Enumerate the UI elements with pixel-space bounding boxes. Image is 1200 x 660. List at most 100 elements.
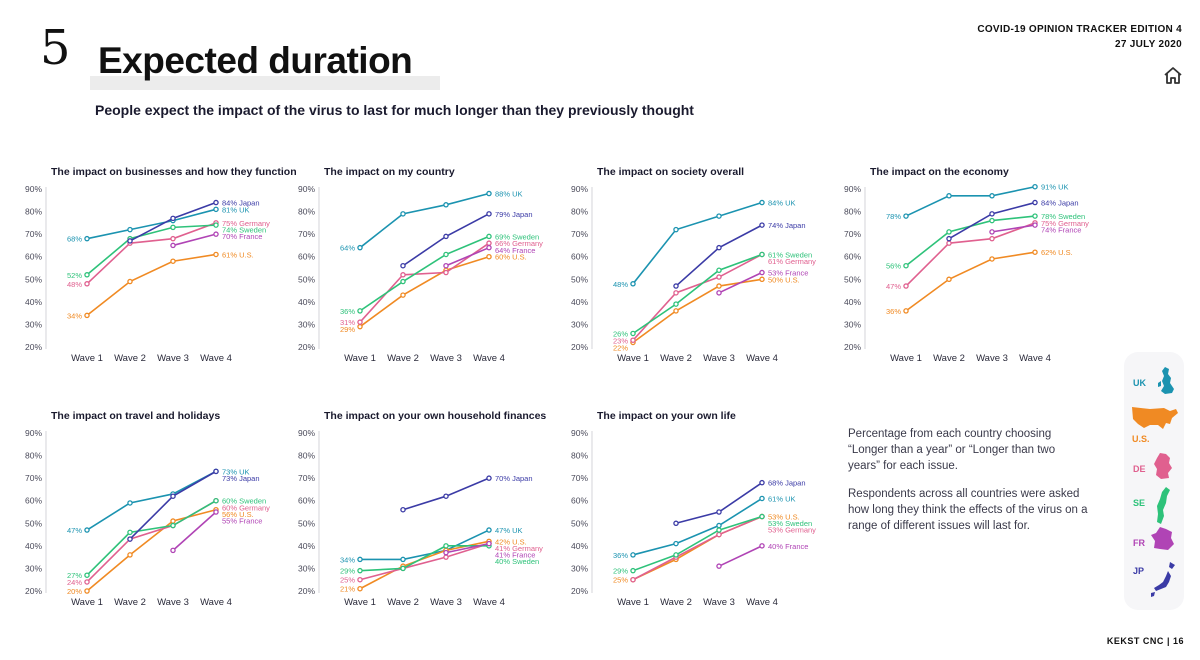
x-tick-label: Wave 4 — [200, 597, 232, 606]
page-footer: KEKST CNC | 16 — [1107, 636, 1184, 646]
series-line-uk — [632, 497, 763, 556]
data-point-us — [759, 276, 765, 283]
last-value-label: 84% UK — [768, 199, 796, 208]
series-line-france — [445, 542, 490, 554]
data-point-germany — [673, 290, 679, 296]
x-tick-label: Wave 2 — [933, 353, 965, 362]
edition-date: 27 JULY 2020 — [1115, 39, 1182, 50]
data-point-sweden — [127, 529, 133, 536]
home-icon[interactable] — [1162, 64, 1184, 86]
data-point-france — [716, 290, 722, 296]
last-value-label: 50% U.S. — [768, 275, 800, 284]
data-point-us — [357, 585, 363, 592]
data-point-sweden — [443, 251, 449, 258]
data-point-japan — [716, 244, 722, 251]
y-tick-label: 90% — [298, 184, 315, 194]
series-line-germany — [86, 500, 217, 583]
data-point-sweden — [630, 567, 636, 574]
data-point-uk — [84, 527, 90, 533]
data-point-sweden — [357, 567, 363, 574]
y-tick-label: 30% — [25, 319, 42, 329]
data-point-france — [989, 229, 995, 235]
y-tick-label: 70% — [571, 229, 588, 239]
y-tick-label: 20% — [571, 586, 588, 596]
data-point-uk — [213, 206, 219, 213]
y-tick-label: 80% — [25, 451, 42, 461]
data-point-sweden — [400, 278, 406, 285]
data-point-france — [486, 540, 492, 547]
last-value-label: 53% Sweden — [768, 519, 812, 528]
data-point-germany — [357, 319, 363, 325]
legend-fr-label: FR — [1133, 538, 1145, 548]
data-point-sweden — [673, 301, 679, 307]
y-tick-label: 70% — [844, 229, 861, 239]
y-tick-label: 70% — [298, 473, 315, 483]
series-line-germany — [359, 542, 490, 581]
data-point-japan — [673, 283, 679, 289]
series-line-germany — [632, 253, 763, 341]
y-tick-label: 80% — [25, 207, 42, 217]
series-line-france — [172, 511, 217, 551]
x-tick-label: Wave 2 — [387, 597, 419, 606]
data-point-sweden — [716, 527, 722, 533]
country-legend: UK U.S. DE SE FR JP — [1124, 352, 1184, 610]
data-point-japan — [989, 211, 995, 217]
data-point-germany — [989, 235, 995, 242]
france-map-icon — [1151, 527, 1174, 550]
y-tick-label: 50% — [298, 518, 315, 528]
data-point-us — [903, 308, 909, 314]
chart-svg: The impact on your own household finance… — [298, 410, 546, 606]
x-tick-label: Wave 4 — [746, 353, 778, 362]
chart-finances: The impact on your own household finance… — [297, 406, 569, 606]
series-line-uk — [86, 208, 217, 240]
first-value-label: 29% — [613, 567, 628, 576]
x-tick-label: Wave 3 — [976, 353, 1008, 362]
last-value-label: 55% France — [222, 517, 262, 526]
series-line-japan — [129, 470, 217, 540]
series-line-france — [172, 233, 217, 247]
first-value-label: 27% — [67, 571, 82, 580]
first-value-label: 78% — [886, 212, 901, 221]
first-value-label: 34% — [340, 555, 355, 564]
last-value-label: 73% UK — [222, 467, 250, 476]
chart-svg: The impact on your own life 90% 80% 70% 60% 5… — [571, 410, 816, 606]
data-point-uk — [989, 193, 995, 199]
data-point-germany — [716, 274, 722, 280]
first-value-label: 21% — [340, 585, 355, 594]
footer-brand: KEKST CNC — [1106, 636, 1164, 646]
first-value-label: 29% — [340, 325, 355, 334]
data-point-uk — [673, 226, 679, 233]
chart-title: The impact on the economy — [870, 166, 1009, 178]
data-point-japan — [170, 215, 176, 222]
y-tick-label: 20% — [571, 342, 588, 352]
series-line-germany — [359, 242, 490, 323]
y-tick-label: 90% — [844, 184, 861, 194]
chart-country: The impact on my country 90% 80% 70% 60% 50% 4… — [297, 162, 569, 362]
y-tick-label: 50% — [25, 274, 42, 284]
data-point-uk — [127, 226, 133, 233]
y-tick-label: 70% — [25, 473, 42, 483]
data-point-us — [84, 588, 90, 594]
data-point-japan — [127, 238, 133, 244]
chart-title: The impact on businesses and how they fu… — [51, 166, 296, 178]
x-tick-label: Wave 1 — [890, 353, 922, 362]
y-tick-label: 90% — [298, 428, 315, 438]
last-value-label: 60% Sweden — [222, 497, 266, 506]
edition-info: COVID-19 OPINION TRACKER EDITION 4 27 JU… — [977, 22, 1182, 52]
data-point-sweden — [213, 222, 219, 228]
chart-title: The impact on your own household finance… — [324, 410, 546, 422]
data-point-sweden — [716, 267, 722, 274]
data-point-france — [170, 242, 176, 249]
data-point-uk — [357, 244, 363, 251]
data-point-france — [170, 547, 176, 554]
data-point-us — [400, 292, 406, 298]
series-line-us — [86, 253, 217, 317]
first-value-label: 64% — [340, 244, 355, 253]
chart-svg: The impact on society overall 90% 80% 70% 60… — [571, 166, 816, 362]
data-point-sweden — [400, 565, 406, 572]
x-tick-label: Wave 3 — [703, 353, 735, 362]
footer-page-number: 16 — [1172, 636, 1184, 646]
series-line-japan — [675, 481, 763, 525]
chart-title: The impact on your own life — [597, 410, 736, 422]
y-tick-label: 70% — [571, 473, 588, 483]
